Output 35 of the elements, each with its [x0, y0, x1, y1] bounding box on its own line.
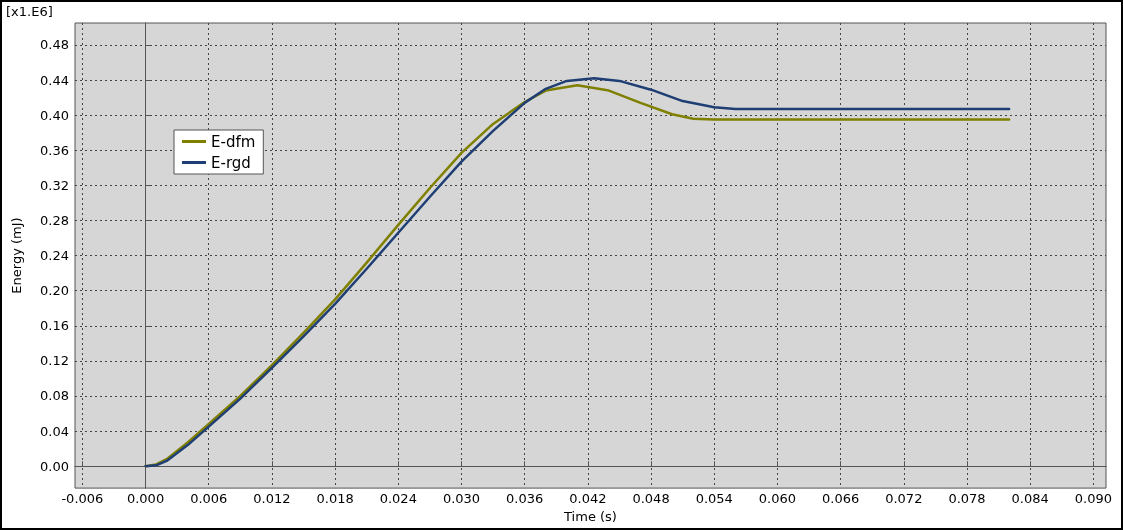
x-tick-label: 0.036 — [506, 491, 544, 507]
x-tick-label: -0.006 — [61, 491, 104, 507]
y-axis-title: Energy (mJ) — [9, 217, 24, 294]
x-tick-label: 0.042 — [569, 491, 607, 507]
x-tick-label: 0.090 — [1074, 491, 1112, 507]
legend-label: E-rgd — [211, 153, 251, 172]
x-tick-label: 0.066 — [822, 491, 860, 507]
y-tick-label: 0.00 — [40, 458, 69, 474]
x-tick-label: 0.054 — [695, 491, 733, 507]
x-tick-label: 0.012 — [253, 491, 291, 507]
x-axis-title: Time (s) — [563, 509, 617, 524]
legend-label: E-dfm — [211, 132, 256, 151]
x-tick-label: 0.030 — [442, 491, 481, 507]
y-tick-label: 0.08 — [40, 388, 69, 404]
y-tick-label: 0.20 — [40, 283, 69, 299]
x-tick-label: 0.000 — [126, 491, 165, 507]
x-tick-label: 0.018 — [316, 491, 354, 507]
x-tick-label: 0.078 — [948, 491, 986, 507]
x-tick-label: 0.006 — [190, 491, 228, 507]
y-tick-label: 0.32 — [40, 177, 69, 193]
y-tick-label: 0.36 — [40, 142, 69, 158]
x-tick-label: 0.060 — [758, 491, 797, 507]
x-tick-label: 0.024 — [379, 491, 417, 507]
y-tick-label: 0.04 — [40, 423, 69, 439]
y-tick-label: 0.48 — [40, 37, 69, 53]
text: [x1.E6] — [6, 4, 53, 19]
x-tick-label: 0.084 — [1011, 491, 1049, 507]
y-tick-label: 0.28 — [40, 212, 69, 228]
x-tick-label: 0.072 — [885, 491, 923, 507]
x-tick-label: 0.048 — [632, 491, 670, 507]
y-tick-label: 0.24 — [40, 248, 69, 264]
y-tick-label: 0.12 — [40, 353, 69, 369]
y-tick-label: 0.44 — [40, 72, 69, 88]
y-tick-label: 0.40 — [40, 107, 69, 123]
y-tick-label: 0.16 — [40, 318, 69, 334]
